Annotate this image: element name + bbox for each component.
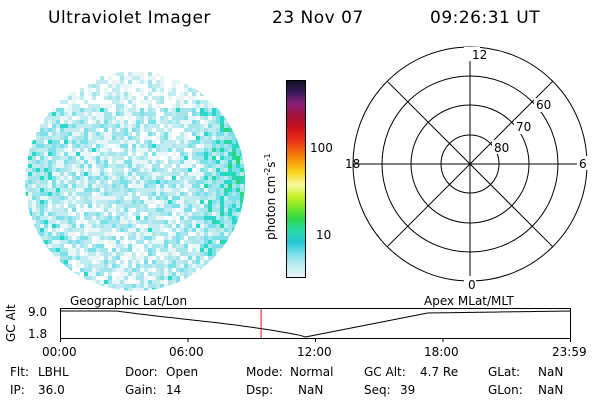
- glat-label: GLat:: [488, 365, 521, 379]
- ip-value: 36.0: [38, 383, 65, 397]
- door-label: Door:: [125, 365, 158, 379]
- glat-value: NaN: [538, 365, 564, 379]
- uv-image: [25, 72, 245, 291]
- timeline-ylabel: GC Alt: [4, 304, 18, 342]
- polar-label-6: 6: [579, 157, 587, 171]
- flt-value: LBHL: [38, 365, 69, 379]
- polar-label-0: 0: [468, 278, 476, 292]
- timeline-ytick-top: 9.0: [28, 305, 48, 319]
- header-date: 23 Nov 07: [272, 8, 364, 28]
- page-title: Ultraviolet Imager: [48, 8, 211, 28]
- gcalt-value: 4.7 Re: [420, 365, 459, 379]
- gain-label: Gain:: [125, 383, 157, 397]
- polar-label-12: 12: [472, 48, 487, 62]
- timeline-left-title: Geographic Lat/Lon: [70, 294, 188, 308]
- gcalt-label: GC Alt:: [364, 365, 406, 379]
- timeline-xtick-1200: 12:00: [297, 345, 332, 359]
- glon-label: GLon:: [488, 383, 523, 397]
- gain-value: 14: [166, 383, 182, 397]
- seq-label: Seq:: [364, 383, 391, 397]
- mode-value: Normal: [290, 365, 334, 379]
- polar-label-80: 80: [494, 141, 509, 155]
- timeline-xtick-0600: 06:00: [169, 345, 204, 359]
- timeline-xtick-0000: 00:00: [42, 345, 77, 359]
- altitude-curve: [60, 310, 571, 338]
- colorbar: [286, 80, 306, 278]
- timeline-xtick-2359: 23:59: [552, 345, 587, 359]
- timeline-right-title: Apex MLat/MLT: [424, 294, 514, 308]
- polar-label-60: 60: [536, 98, 551, 112]
- timeline-ytick-bottom: 1.8: [28, 327, 48, 341]
- glon-value: NaN: [538, 383, 564, 397]
- mode-label: Mode:: [246, 365, 283, 379]
- door-value: Open: [166, 365, 199, 379]
- seq-value: 39: [400, 383, 416, 397]
- timeline-xtick-1800: 18:00: [424, 345, 459, 359]
- dsp-label: Dsp:: [246, 383, 274, 397]
- ip-label: IP:: [10, 383, 25, 397]
- polar-label-70: 70: [516, 120, 531, 134]
- colorbar-tick-100: 100: [310, 141, 333, 155]
- altitude-timeline: [60, 308, 571, 342]
- header-time: 09:26:31 UT: [430, 8, 541, 28]
- colorbar-tick-10: 10: [316, 228, 332, 242]
- dsp-value: NaN: [298, 383, 324, 397]
- uv-image-pixels: [25, 72, 245, 291]
- polar-label-18: 18: [345, 157, 360, 171]
- colorbar-label: photon cm-2s-1: [263, 153, 278, 240]
- polar-grid: 12 0 18 6 60 70 80: [345, 46, 591, 292]
- flt-label: Flt:: [10, 365, 29, 379]
